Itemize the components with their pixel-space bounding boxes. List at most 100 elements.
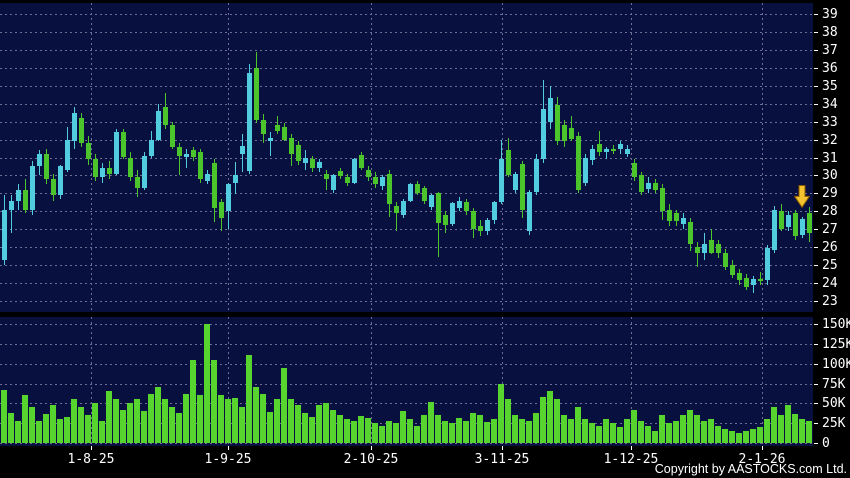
- price-panel[interactable]: [0, 3, 813, 312]
- candle-wick: [179, 143, 180, 176]
- price-gridline: [0, 157, 813, 159]
- price-axis-tick: [814, 283, 818, 285]
- volume-axis-tick: [814, 383, 818, 385]
- volume-bar: [463, 420, 469, 443]
- price-axis-label: 28: [822, 204, 838, 220]
- volume-bar: [771, 407, 777, 443]
- price-gridline: [0, 175, 813, 177]
- candle-body: [135, 177, 140, 188]
- volume-panel[interactable]: [0, 317, 813, 446]
- candle-body: [128, 157, 133, 178]
- candle-body: [639, 175, 644, 192]
- candle-body: [569, 127, 574, 139]
- candle-body: [9, 200, 14, 210]
- price-axis-label: 39: [822, 7, 838, 22]
- candle-body: [163, 107, 168, 126]
- volume-bar: [15, 420, 21, 443]
- candle-body: [44, 153, 49, 180]
- candle-body: [681, 217, 686, 224]
- x-axis-tick: [91, 446, 92, 450]
- volume-bar: [806, 420, 812, 443]
- candle-wick: [396, 202, 397, 232]
- volume-axis-tick: [814, 423, 818, 425]
- volume-bar: [344, 419, 350, 443]
- price-gridline: [0, 301, 813, 302]
- candle-body: [268, 137, 273, 142]
- x-axis-tick: [371, 446, 372, 450]
- price-gridline: [0, 121, 813, 123]
- candle-body: [429, 195, 434, 207]
- volume-bar: [736, 433, 742, 443]
- volume-bar: [435, 415, 441, 443]
- volume-gridline: [0, 343, 813, 345]
- candle-body: [737, 273, 742, 281]
- candle-wick: [326, 170, 327, 190]
- volume-bar: [351, 420, 357, 443]
- volume-bar: [155, 387, 161, 443]
- candle-body: [282, 127, 287, 140]
- candle-body: [72, 112, 77, 142]
- volume-bar: [288, 399, 294, 443]
- volume-bar: [407, 419, 413, 443]
- price-axis-label: 33: [822, 114, 838, 130]
- price-gridline: [0, 85, 813, 87]
- candle-body: [177, 146, 182, 156]
- volume-bar: [568, 419, 574, 443]
- volume-bar: [694, 415, 700, 443]
- month-gridline: [91, 3, 92, 312]
- volume-bar: [274, 399, 280, 443]
- volume-bar: [526, 420, 532, 443]
- candle-body: [184, 153, 189, 158]
- candle-body: [37, 153, 42, 167]
- x-axis-label: 1-9-25: [204, 452, 252, 467]
- volume-bar: [477, 415, 483, 443]
- price-axis-label: 25: [822, 258, 838, 274]
- candle-body: [702, 243, 707, 253]
- volume-bar: [610, 423, 616, 443]
- candle-body: [744, 277, 749, 287]
- candle-body: [688, 222, 693, 244]
- volume-bar: [491, 419, 497, 443]
- volume-bar: [148, 393, 154, 443]
- month-gridline: [502, 317, 503, 446]
- candle-body: [191, 150, 196, 158]
- candle-wick: [270, 132, 271, 156]
- x-axis-tick: [228, 446, 229, 450]
- price-gridline: [0, 103, 813, 105]
- volume-bar: [785, 404, 791, 443]
- volume-axis-tick: [814, 343, 818, 345]
- price-gridline: [0, 67, 813, 69]
- candle-body: [303, 157, 308, 163]
- price-axis-label: 32: [822, 132, 838, 148]
- candle-body: [583, 157, 588, 183]
- volume-bar: [414, 425, 420, 443]
- volume-bar: [281, 368, 287, 443]
- volume-bar: [43, 414, 49, 443]
- candle-body: [317, 161, 322, 169]
- volume-axis-label: 75K: [822, 376, 846, 392]
- volume-bar: [323, 403, 329, 443]
- volume-bar: [358, 416, 364, 443]
- volume-bar: [540, 396, 546, 443]
- candle-body: [401, 200, 406, 215]
- volume-bar: [316, 404, 322, 443]
- volume-bar: [330, 409, 336, 443]
- candle-body: [765, 248, 770, 281]
- price-gridline: [0, 139, 813, 141]
- volume-bar: [743, 431, 749, 443]
- volume-bar: [575, 407, 581, 443]
- candle-wick: [599, 130, 600, 156]
- candle-body: [219, 202, 224, 219]
- price-axis-label: 34: [822, 96, 838, 112]
- candle-body: [716, 243, 721, 254]
- volume-bar: [1, 389, 7, 443]
- candle-body: [2, 209, 7, 260]
- candle-body: [289, 137, 294, 154]
- candle-body: [380, 177, 385, 187]
- volume-bar: [393, 423, 399, 443]
- price-axis-label: 24: [822, 276, 838, 292]
- volume-bar: [302, 412, 308, 443]
- volume-bar: [337, 415, 343, 443]
- volume-bar: [400, 411, 406, 443]
- volume-bar: [645, 425, 651, 443]
